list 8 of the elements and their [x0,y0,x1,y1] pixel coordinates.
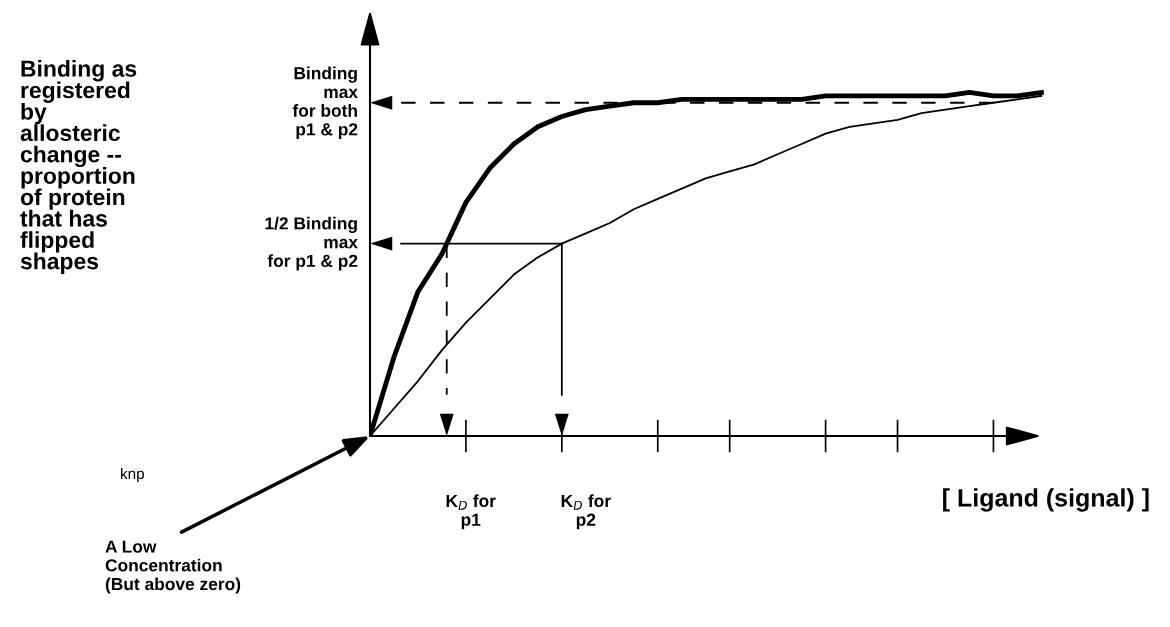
text: Binding as registered by allosteric change -- proportion of protein that has flipped shapes [20,60,137,274]
text: knp [121,467,144,483]
text: K$_{D}$ for p2 [561,494,611,530]
text: K$_{D}$ for p1 [446,494,496,530]
text: A Low Concentration (But above zero) [105,540,241,594]
ref-line-label: 1/2 Binding max for p1 & p2 [265,216,358,271]
x-axis-title: [ Ligand (signal) ] [943,488,1149,512]
ref-line-label: Binding max for both p1 & p2 [292,66,358,139]
